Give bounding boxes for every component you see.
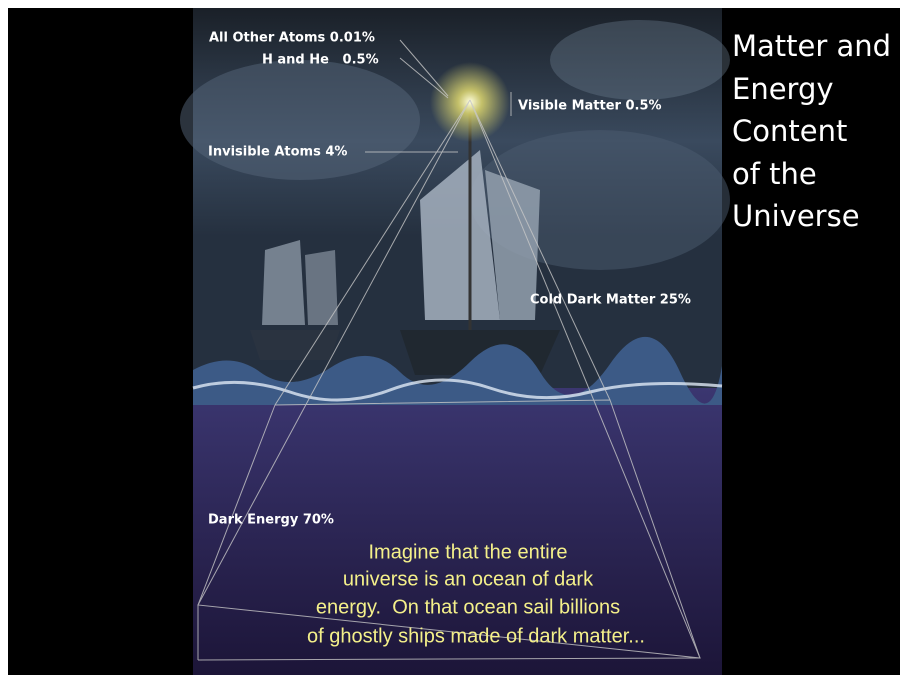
slide: All Other Atoms 0.01% H and He 0.5% Visi… — [0, 0, 906, 683]
slide-title: of the — [732, 157, 817, 191]
slide-title: Energy — [732, 72, 834, 106]
page: All Other Atoms 0.01% H and He 0.5% Visi… — [0, 0, 906, 683]
caption-line: universe is an ocean of dark — [343, 568, 594, 590]
label: All Other Atoms 0.01% — [209, 31, 375, 46]
caption-line: energy. On that ocean sail billions — [316, 596, 620, 618]
slide-title: Content — [732, 114, 847, 148]
label: H and He 0.5% — [262, 53, 379, 68]
caption-line: Imagine that the entire — [368, 541, 567, 563]
slide-title: Universe — [732, 199, 860, 233]
label: Invisible Atoms 4% — [208, 145, 347, 160]
caption-line: of ghostly ships made of dark matter... — [307, 625, 645, 647]
label: Visible Matter 0.5% — [518, 99, 662, 114]
slide-title: Matter and — [732, 29, 891, 63]
label: Cold Dark Matter 25% — [530, 293, 691, 308]
label: Dark Energy 70% — [208, 513, 334, 528]
